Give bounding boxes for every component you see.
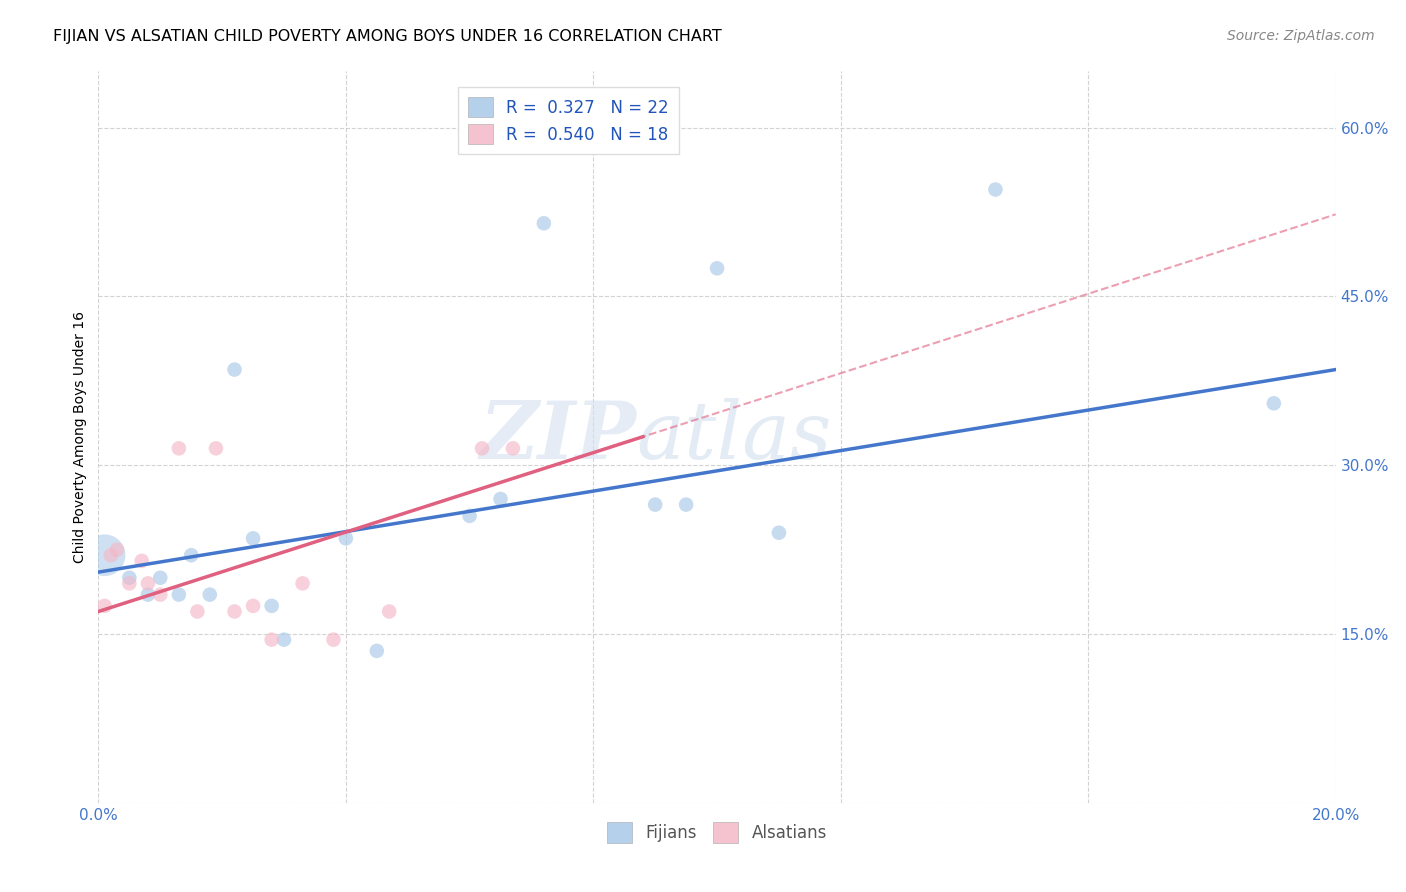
Point <box>471 442 494 456</box>
Point <box>291 576 314 591</box>
Point <box>149 571 172 585</box>
Point <box>205 442 228 456</box>
Point <box>186 605 208 619</box>
Point <box>136 588 159 602</box>
Point <box>100 548 122 562</box>
Text: Source: ZipAtlas.com: Source: ZipAtlas.com <box>1227 29 1375 44</box>
Point <box>167 442 190 456</box>
Point <box>93 599 115 613</box>
Point <box>118 576 141 591</box>
Point <box>335 532 357 546</box>
Point <box>706 261 728 276</box>
Point <box>768 525 790 540</box>
Point <box>644 498 666 512</box>
Point <box>118 571 141 585</box>
Point <box>149 588 172 602</box>
Point <box>242 599 264 613</box>
Point <box>105 542 128 557</box>
Point <box>533 216 555 230</box>
Point <box>366 644 388 658</box>
Point <box>224 605 246 619</box>
Point <box>458 508 481 523</box>
Point <box>136 576 159 591</box>
Point <box>502 442 524 456</box>
Point <box>180 548 202 562</box>
Text: atlas: atlas <box>637 399 832 475</box>
Point <box>1263 396 1285 410</box>
Point <box>984 182 1007 196</box>
Point <box>260 632 283 647</box>
Point <box>273 632 295 647</box>
Point <box>489 491 512 506</box>
Point <box>675 498 697 512</box>
Point <box>167 588 190 602</box>
Point <box>242 532 264 546</box>
Point <box>378 605 401 619</box>
Point <box>131 554 153 568</box>
Text: ZIP: ZIP <box>479 399 637 475</box>
Point <box>322 632 344 647</box>
Y-axis label: Child Poverty Among Boys Under 16: Child Poverty Among Boys Under 16 <box>73 311 87 563</box>
Point <box>224 362 246 376</box>
Text: FIJIAN VS ALSATIAN CHILD POVERTY AMONG BOYS UNDER 16 CORRELATION CHART: FIJIAN VS ALSATIAN CHILD POVERTY AMONG B… <box>53 29 723 45</box>
Point <box>93 548 115 562</box>
Point <box>198 588 221 602</box>
Legend: Fijians, Alsatians: Fijians, Alsatians <box>600 815 834 849</box>
Point <box>260 599 283 613</box>
